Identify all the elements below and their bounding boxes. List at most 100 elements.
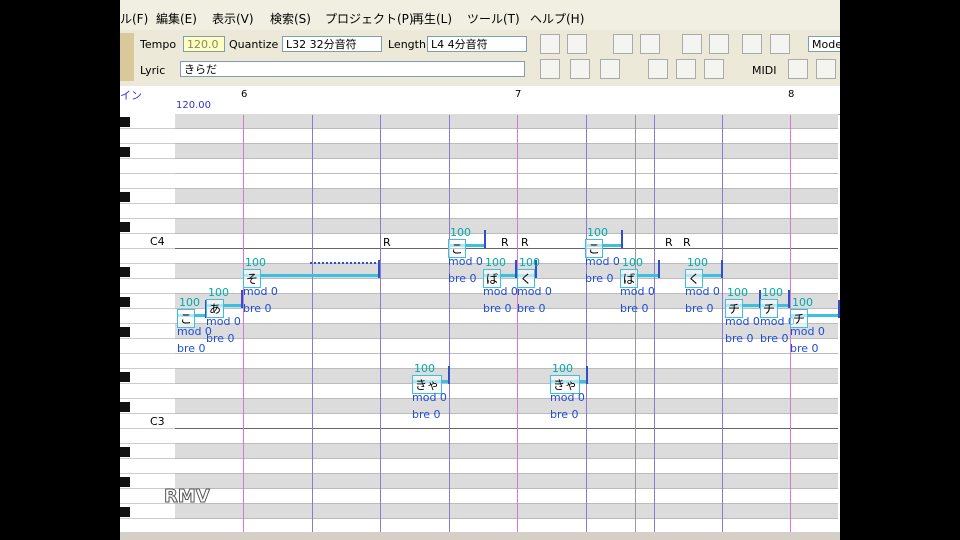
pitch-row [175, 339, 838, 354]
lyric[interactable]: きゃ [550, 375, 581, 394]
pitch-row [175, 114, 838, 129]
note-pitch-line [515, 260, 517, 278]
beat-line [586, 115, 587, 540]
menu-item[interactable]: ヘルプ(H) [530, 12, 585, 26]
note-pitch-line [788, 290, 790, 308]
tool-r[interactable] [600, 59, 620, 79]
mode-button[interactable]: Mode [808, 36, 840, 52]
black-key [120, 222, 130, 232]
pause-button[interactable] [676, 59, 696, 79]
bre: bre 0 [483, 302, 512, 315]
lyric[interactable]: そ [243, 269, 262, 288]
bre: bre 0 [243, 302, 272, 315]
lyric[interactable]: ば [483, 269, 502, 288]
mod: mod 0 [517, 285, 552, 298]
midi-button-2[interactable] [816, 59, 836, 79]
note-bar [206, 304, 243, 307]
black-key [120, 147, 130, 157]
piano-key [120, 144, 175, 159]
vibrato [310, 262, 380, 274]
menu-item[interactable]: プロジェクト(P) [325, 12, 414, 26]
key-label: C4 [150, 235, 165, 248]
zoom-out[interactable] [640, 34, 660, 54]
lyric[interactable]: こ [448, 239, 467, 258]
split[interactable] [742, 34, 762, 54]
mod: mod 0 [550, 391, 585, 404]
lyric[interactable]: あ [206, 299, 225, 318]
black-key [120, 507, 130, 517]
menu-item[interactable]: 編集(E) [156, 12, 197, 26]
avatar [120, 33, 134, 81]
bre: bre 0 [585, 272, 614, 285]
pitch-row [175, 279, 838, 294]
zoom-in[interactable] [613, 34, 633, 54]
quantize-select[interactable]: L32 32分音符 [282, 36, 382, 52]
rest: R [383, 236, 391, 249]
menu-item[interactable]: 検索(S) [270, 12, 311, 26]
piano-key [120, 189, 175, 204]
pitch-row [175, 189, 838, 204]
piano-key [120, 174, 175, 189]
lyric-label: Lyric [140, 64, 166, 77]
black-key [120, 192, 130, 202]
pitch-row [175, 444, 838, 459]
bre: bre 0 [725, 332, 754, 345]
lyric[interactable]: チ [790, 309, 809, 328]
tool-b[interactable] [570, 59, 590, 79]
mod: mod 0 [620, 285, 655, 298]
menu-item[interactable]: 表示(V) [212, 12, 254, 26]
lyric[interactable]: きゃ [412, 375, 443, 394]
pitch-row [175, 354, 838, 369]
lyric[interactable]: チ [725, 299, 744, 318]
midi-button[interactable] [788, 59, 808, 79]
pitch-row [175, 429, 838, 444]
piano-key [120, 489, 175, 504]
move-left[interactable] [682, 34, 702, 54]
pitch-row [175, 144, 838, 159]
black-key [120, 372, 130, 382]
pencil-tool[interactable] [567, 34, 587, 54]
note-bar [790, 314, 840, 317]
lyric-input[interactable]: きらだ [180, 61, 525, 77]
pitch-row [175, 204, 838, 219]
black-key [120, 402, 130, 412]
play-button[interactable] [648, 59, 668, 79]
velocity: 100 [245, 256, 266, 269]
stop-button[interactable] [704, 59, 724, 79]
lyric[interactable]: こ [177, 309, 196, 328]
menu-item[interactable]: 再生(L) [412, 12, 453, 26]
bre: bre 0 [550, 408, 579, 421]
note-pitch-line [658, 260, 660, 278]
menu-item[interactable]: ル(F) [120, 12, 149, 26]
lyric[interactable]: こ [585, 239, 604, 258]
length-select[interactable]: L4 4分音符 [427, 36, 527, 52]
bre: bre 0 [517, 302, 546, 315]
lyric[interactable]: く [685, 269, 704, 288]
note-pitch-line [535, 260, 537, 278]
tool-a[interactable] [540, 59, 560, 79]
bre: bre 0 [412, 408, 441, 421]
tempo-input[interactable]: 120.0 [183, 36, 225, 52]
note-bar [243, 274, 380, 277]
pitch-row [175, 174, 838, 189]
measure-number: 7 [515, 89, 522, 100]
menu-item[interactable]: ツール(T) [467, 12, 520, 26]
lyric[interactable]: く [517, 269, 536, 288]
note-pitch-line [241, 290, 243, 308]
mod: mod 0 [448, 255, 483, 268]
black-key [120, 267, 130, 277]
piano-key [120, 414, 175, 429]
lyric[interactable]: ば [620, 269, 639, 288]
join[interactable] [770, 34, 790, 54]
beat-line [517, 115, 518, 540]
pitch-row [175, 399, 838, 414]
piano-key [120, 474, 175, 489]
lyric[interactable]: チ [760, 299, 779, 318]
black-key [120, 327, 130, 337]
pitch-row [175, 249, 838, 264]
move-right[interactable] [709, 34, 729, 54]
pitch-row [175, 384, 838, 399]
pointer-tool[interactable] [540, 34, 560, 54]
piano-roll: イン 120.00 C4 C3 6 7 8 R R R R R 100 こ mod 0 bre 0 100 あ… [120, 86, 840, 540]
note-pitch-line [586, 366, 588, 384]
